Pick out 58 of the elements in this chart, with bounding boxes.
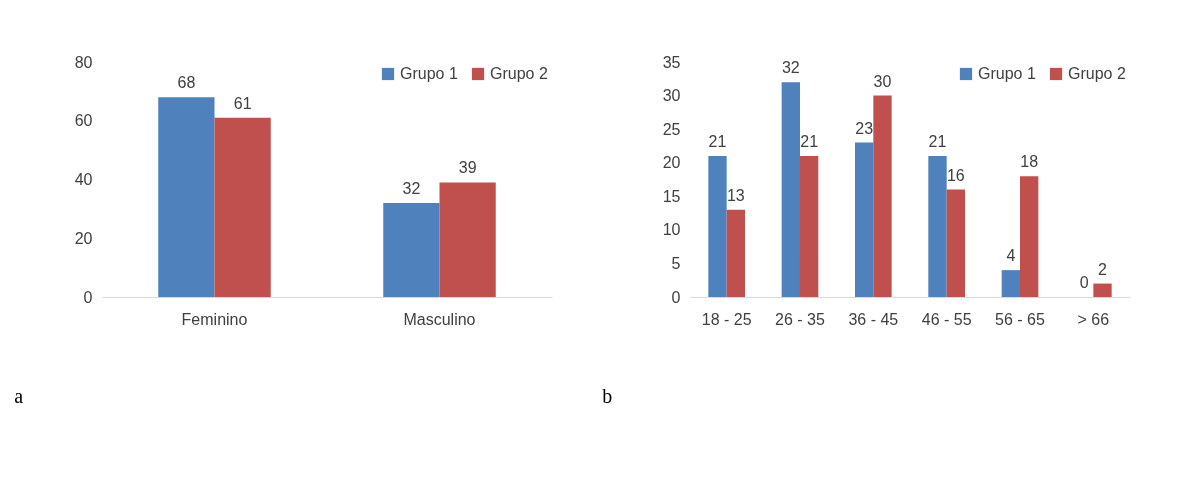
y-tick-label: 30 [662,87,681,105]
data-label: 68 [177,74,196,92]
text: a [14,385,24,407]
legend-label: Grupo 1 [400,65,458,82]
x-tick-label: Masculino [403,310,476,328]
legend-label: Grupo 1 [978,65,1036,82]
y-tick-label: 25 [662,120,681,138]
data-label: 13 [726,186,745,204]
y-tick-label: 35 [662,53,681,71]
bar [1001,270,1020,297]
bar [158,97,215,297]
data-label: 21 [800,133,819,150]
data-label: 39 [458,159,477,177]
data-label: 18 [1020,153,1039,171]
bar [214,117,271,297]
data-label: 32 [781,59,800,77]
bar [781,82,800,297]
bar [800,156,819,297]
data-label: 23 [855,119,874,137]
bar [928,156,947,297]
data-label: 4 [1006,247,1016,265]
bar [383,203,440,297]
y-tick-label: 80 [74,53,93,71]
y-tick-label: 10 [662,221,681,239]
bar [873,95,892,297]
bar [726,209,745,297]
legend-label: Grupo 2 [490,65,548,82]
data-label: 21 [708,133,727,150]
x-tick-label: 18 - 25 [701,310,752,328]
data-label: 2 [1098,260,1108,278]
x-tick-label: 36 - 45 [848,310,899,328]
y-tick-label: 15 [662,187,681,205]
y-tick-label: 0 [83,288,93,306]
y-tick-label: 20 [662,154,681,172]
data-label: 21 [928,133,947,150]
legend-label: Grupo 2 [1068,65,1126,82]
y-tick-label: 0 [671,288,681,306]
bar [708,156,727,297]
data-label: 32 [402,180,421,197]
bar [855,142,874,297]
data-label: 30 [873,72,892,90]
y-tick-label: 60 [74,112,93,130]
bar [946,189,965,297]
data-label: 16 [946,166,965,184]
y-tick-label: 40 [74,171,93,188]
x-tick-label: 26 - 35 [775,310,826,328]
bar [439,182,496,297]
x-tick-label: 56 - 65 [995,310,1046,328]
y-tick-label: 20 [74,229,93,247]
data-label: 0 [1079,274,1089,291]
data-label: 61 [233,94,252,112]
x-tick-label: > 66 [1077,310,1110,328]
x-tick-label: 46 - 55 [921,310,972,328]
y-tick-label: 5 [671,254,681,272]
text: b [602,385,613,407]
x-tick-label: Feminino [181,310,248,328]
bar [1020,176,1039,297]
bar [1093,283,1112,297]
